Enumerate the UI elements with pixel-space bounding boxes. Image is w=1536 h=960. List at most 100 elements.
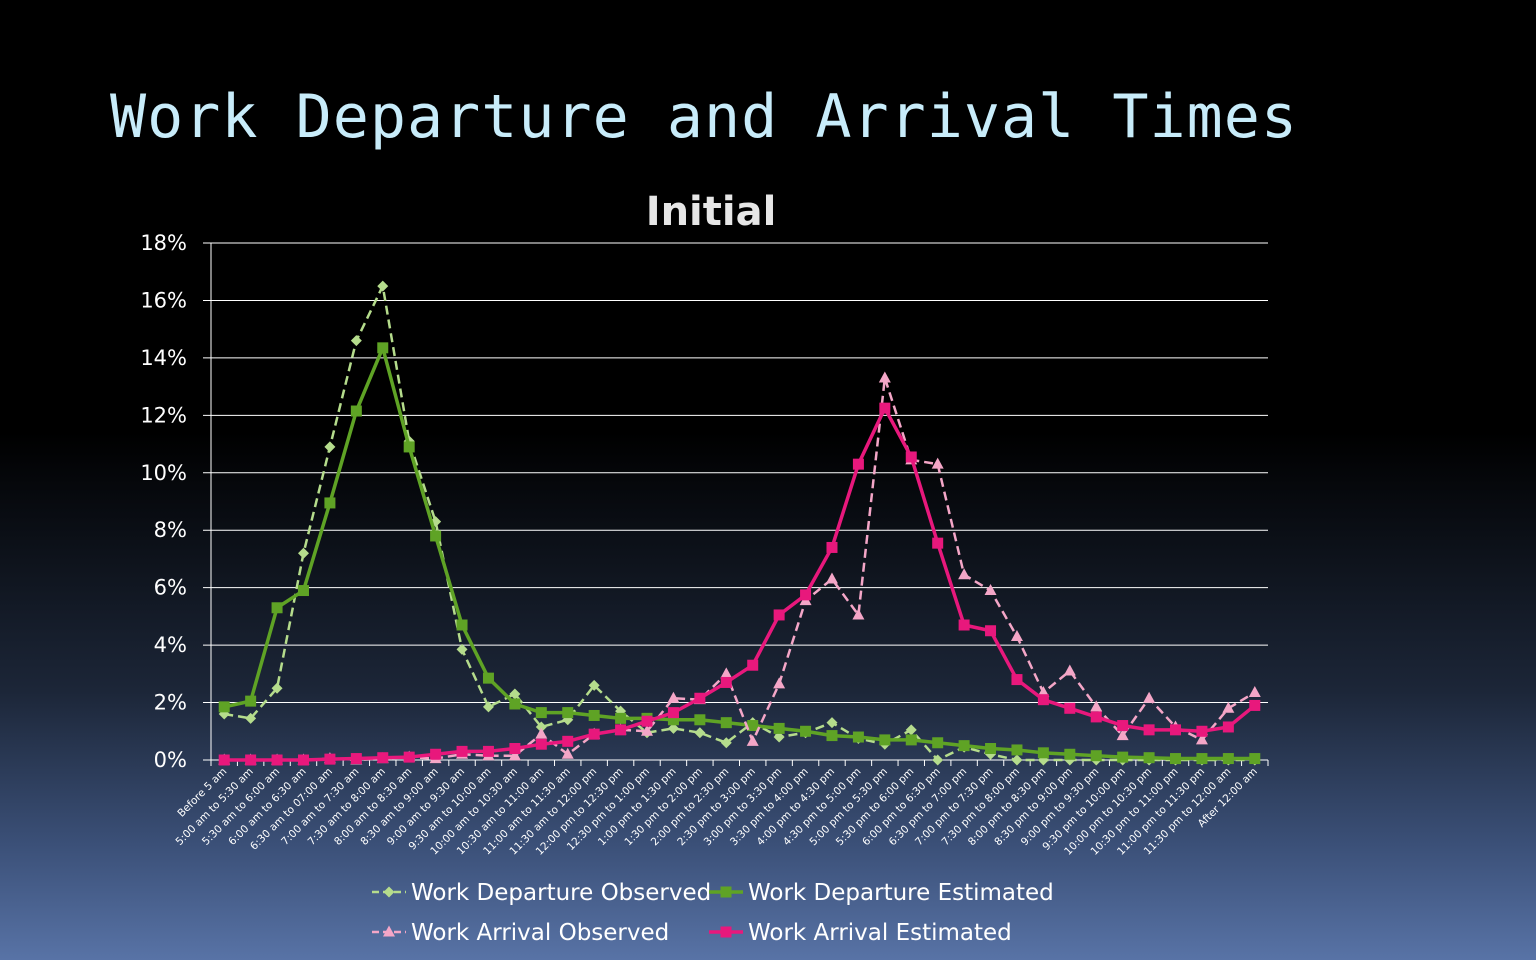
series-work-departure-estimated (218, 342, 1261, 765)
data-point (958, 740, 970, 752)
data-point (773, 677, 786, 689)
legend-item: Work Departure Estimated (709, 880, 1054, 906)
data-point (245, 754, 257, 766)
series-work-departure-observed (218, 280, 1261, 766)
data-point (1116, 729, 1129, 741)
legend-item: Work Arrival Estimated (709, 920, 1012, 946)
data-point (297, 547, 309, 559)
y-tick-label: 4% (154, 633, 187, 657)
data-point (1037, 694, 1049, 706)
data-point (720, 886, 732, 898)
y-tick-label: 16% (140, 288, 187, 312)
data-point (297, 585, 309, 597)
data-point (932, 737, 944, 749)
data-point (430, 748, 442, 760)
series-line (224, 284, 1255, 762)
data-point (508, 749, 521, 761)
data-point (1222, 721, 1234, 733)
data-point (905, 724, 917, 736)
data-point (932, 754, 944, 766)
data-point (720, 717, 732, 729)
data-point (271, 682, 283, 694)
y-tick-label: 12% (140, 403, 187, 427)
data-point (852, 458, 864, 470)
data-point (535, 727, 548, 739)
x-axis-tick-labels: Before 5 am5:00 am to 5:30 am5:30 am to … (173, 766, 1259, 858)
data-point (324, 497, 336, 509)
data-point (1222, 753, 1234, 765)
data-point (562, 735, 574, 747)
slide-title: Work Departure and Arrival Times (110, 82, 1298, 152)
data-point (932, 537, 944, 549)
data-point (383, 925, 395, 937)
data-point (1011, 744, 1023, 756)
data-point (482, 672, 494, 684)
data-point (984, 584, 997, 596)
data-point (852, 608, 865, 620)
series-line (223, 346, 1255, 761)
data-point (482, 701, 494, 713)
data-point (535, 721, 547, 733)
legend: Work Departure Observed Work Departure Es… (372, 880, 1054, 946)
data-point (1090, 750, 1102, 762)
legend-label: Work Arrival Observed (411, 920, 669, 946)
data-point (905, 451, 917, 463)
data-point (773, 609, 785, 621)
data-point (218, 754, 230, 766)
data-point (800, 589, 812, 601)
data-point (1117, 751, 1129, 763)
data-point (879, 734, 891, 746)
data-point (271, 754, 283, 766)
data-point (1249, 753, 1261, 765)
data-point (931, 457, 944, 469)
data-point (482, 745, 494, 757)
data-point (720, 926, 732, 938)
y-tick-label: 0% (154, 748, 187, 772)
data-point (509, 688, 521, 700)
data-point (1063, 664, 1076, 676)
data-point (535, 738, 547, 750)
data-point (1143, 752, 1155, 764)
data-point (1037, 747, 1049, 759)
data-point (1249, 699, 1261, 711)
data-point (905, 734, 917, 746)
data-point (615, 712, 627, 724)
series-layer (218, 280, 1261, 766)
data-point (826, 717, 838, 729)
data-point (1248, 686, 1261, 698)
data-point (403, 441, 415, 453)
data-point (1011, 754, 1023, 766)
data-point (1064, 748, 1076, 760)
data-point (800, 725, 812, 737)
data-point (878, 371, 891, 383)
y-tick-label: 14% (140, 346, 187, 370)
data-point (720, 667, 733, 679)
legend-label: Work Departure Observed (411, 880, 711, 906)
y-tick-label: 2% (154, 691, 187, 715)
data-point (747, 659, 759, 671)
data-point (324, 753, 336, 765)
data-point (985, 743, 997, 755)
data-point (615, 724, 627, 736)
data-point (667, 722, 679, 734)
data-point (1170, 753, 1182, 765)
data-point (720, 676, 732, 688)
data-point (667, 707, 679, 719)
data-point (985, 625, 997, 637)
data-point (383, 886, 395, 898)
data-point (324, 441, 336, 453)
data-point (1196, 753, 1208, 765)
y-axis-tick-labels: 0% 2% 4% 6% 8% 10% 12% 14% 16% 18% (140, 231, 187, 772)
data-point (720, 737, 732, 749)
data-point (1011, 674, 1023, 686)
data-point (509, 698, 521, 710)
data-point (350, 753, 362, 765)
data-point (1143, 724, 1155, 736)
legend-label: Work Departure Estimated (748, 880, 1054, 906)
data-point (561, 747, 574, 759)
axes (203, 243, 1269, 766)
data-point (245, 712, 257, 724)
data-point (667, 714, 679, 726)
data-point (773, 731, 785, 743)
